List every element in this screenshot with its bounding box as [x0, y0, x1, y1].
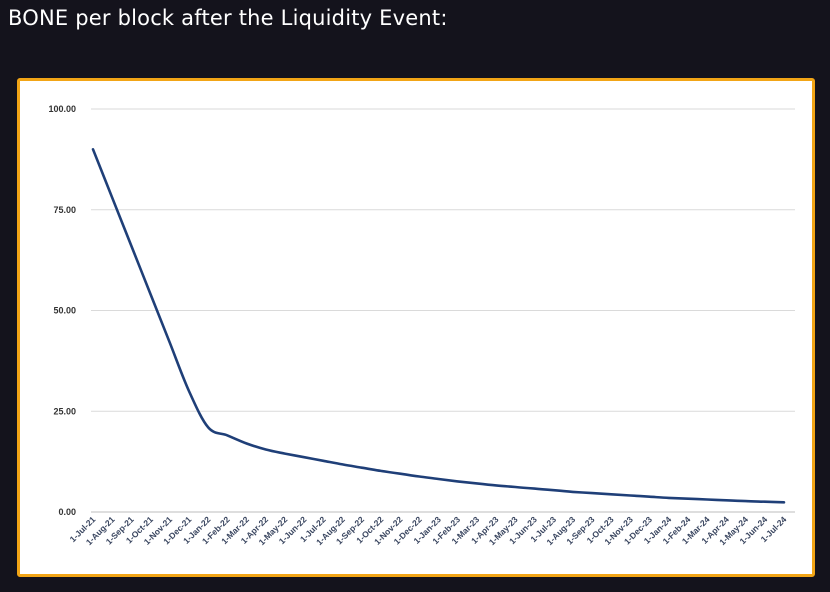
line-chart: 0.00 25.00 50.00 75.00 100.00 1-Jul-211-Aug-…	[48, 104, 795, 547]
y-tick-label: 0.00	[58, 507, 76, 517]
chart-frame: 0.00 25.00 50.00 75.00 100.00 1-Jul-21 1-Aug-…	[17, 78, 815, 577]
page-title: BONE per block after the Liquidity Event…	[8, 6, 448, 30]
y-tick-label: 25.00	[53, 406, 76, 416]
gridlines	[91, 108, 795, 513]
series-line	[91, 148, 786, 504]
y-axis-ticks: 0.00 25.00 50.00 75.00 100.00	[48, 104, 76, 517]
y-tick-label: 50.00	[53, 306, 76, 316]
y-tick-label: 75.00	[53, 205, 76, 215]
x-axis-ticks: 1-Jul-211-Aug-211-Sep-211-Oct-211-Nov-21…	[68, 514, 789, 547]
series-lines	[91, 148, 786, 504]
y-tick-label: 100.00	[48, 104, 76, 114]
